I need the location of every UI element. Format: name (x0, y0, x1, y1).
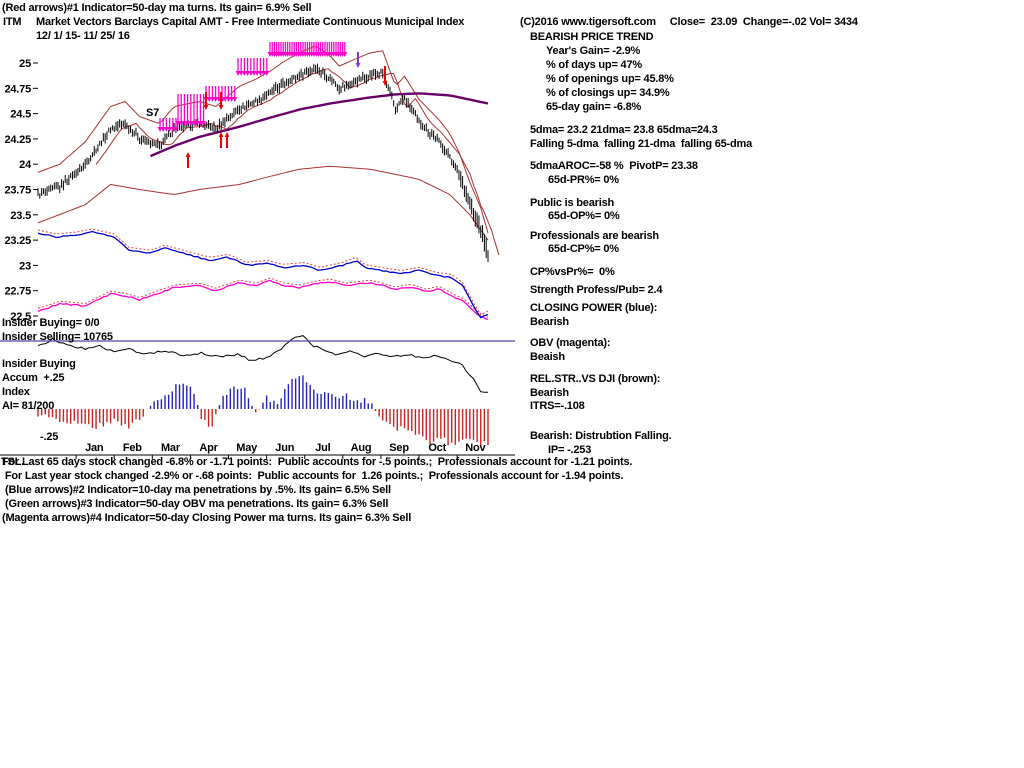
signal-arrows: S7 (146, 42, 388, 168)
analysis-line: BEARISH PRICE TREND (530, 31, 654, 43)
axes: 25 24.75 24.5 24.25 24 23.75 23.5 23.25 23 22.75 2… (0, 58, 515, 459)
quote-summary: Close= 23.09 Change=-.02 Vol= 3434 (669, 16, 858, 28)
svg-text:Jan: Jan (85, 442, 104, 454)
left-label: Insider Buying= 0/0 (2, 317, 100, 329)
svg-text:24: 24 (19, 159, 32, 171)
svg-text:May: May (236, 442, 258, 454)
analysis-line: Beaish (530, 351, 565, 363)
svg-text:24.75: 24.75 (4, 83, 31, 95)
indicator1-legend: (Red arrows)#1 Indicator=50-day ma turns… (2, 2, 312, 14)
svg-text:Aug: Aug (351, 442, 372, 454)
svg-text:24.25: 24.25 (4, 134, 31, 146)
svg-text:Jul: Jul (315, 442, 330, 454)
svg-text:23.5: 23.5 (10, 210, 31, 222)
footer-line: For Last 65 days stock changed -6.8% or … (2, 456, 633, 468)
footer-line: TSL. (1, 456, 25, 468)
svg-text:Jun: Jun (275, 442, 294, 454)
analysis-line: Bearish (530, 316, 569, 328)
svg-text:Feb: Feb (123, 442, 142, 454)
analysis-line: 65d-CP%= 0% (548, 243, 619, 255)
analysis-line: CP%vsPr%= 0% (530, 266, 615, 278)
analysis-line: OBV (magenta): (530, 337, 611, 349)
analysis-line: % of closings up= 34.9% (546, 87, 670, 99)
svg-text:23.75: 23.75 (4, 185, 31, 197)
analysis-line: Falling 5-dma falling 21-dma falling 65-… (530, 138, 753, 150)
left-label: AI= 81/200 (2, 400, 55, 412)
svg-text:22.5: 22.5 (10, 311, 31, 323)
date-range: 12/ 1/ 15- 11/ 25/ 16 (36, 30, 130, 42)
left-label: Insider Selling= 10765 (2, 331, 113, 343)
price-chart-svg: S7 25 24.75 24.5 24.25 24 23.75 23.5 23.25 23 22.7… (0, 42, 515, 459)
left-label: -.25 (40, 431, 59, 443)
analysis-line: 65d-OP%= 0% (548, 210, 620, 222)
svg-text:24.5: 24.5 (10, 109, 31, 121)
analysis-line: % of openings up= 45.8% (546, 73, 674, 85)
analysis-line: Bearish: Distrubtion Falling. (530, 430, 672, 442)
analysis-line: Professionals are bearish (530, 230, 659, 242)
svg-text:Sep: Sep (389, 442, 409, 454)
analysis-line: ITRS=-.108 (530, 400, 585, 412)
svg-text:S7: S7 (146, 107, 159, 119)
footer-line: (Magenta arrows)#4 Indicator=50-day Clos… (2, 512, 412, 524)
svg-text:Oct: Oct (428, 442, 446, 454)
left-label: Index (2, 386, 30, 398)
analysis-line: Strength Profess/Pub= 2.4 (530, 284, 663, 296)
svg-text:Apr: Apr (199, 442, 218, 454)
analysis-line: Year's Gain= -2.9% (546, 45, 641, 57)
footer-line: (Green arrows)#3 Indicator=50-day OBV ma… (5, 498, 389, 510)
accum-histogram (37, 375, 489, 446)
analysis-line: Public is bearish (530, 197, 615, 209)
rel-strength-line (37, 335, 488, 393)
analysis-line: 65d-PR%= 0% (548, 174, 619, 186)
obv-line (37, 277, 489, 321)
left-label: Accum +.25 (2, 372, 65, 384)
svg-text:25: 25 (19, 58, 31, 70)
analysis-line: 65-day gain= -6.8% (546, 101, 642, 113)
svg-text:Nov: Nov (465, 442, 486, 454)
analysis-line: 5dmaAROC=-58 % PivotP= 23.38 (530, 160, 698, 172)
svg-text:23.25: 23.25 (4, 235, 31, 247)
footer-line: For Last year stock changed -2.9% or -.6… (2, 470, 624, 482)
copyright-quote-line: (C)2016 www.tigersoft.com Close= 23.09 Ch… (520, 16, 858, 28)
footer-line: (Blue arrows)#2 Indicator=10-day ma pene… (5, 484, 391, 496)
analysis-line: Bearish (530, 387, 569, 399)
price-bands-and-mas (37, 46, 500, 255)
closing-power-line (37, 228, 489, 319)
security-name: Market Vectors Barclays Capital AMT - Fr… (36, 16, 465, 28)
svg-text:23: 23 (19, 260, 31, 272)
analysis-line: REL.STR..VS DJI (brown): (530, 373, 661, 385)
svg-text:Mar: Mar (161, 442, 181, 454)
copyright-text: (C)2016 www.tigersoft.com (520, 16, 656, 28)
left-label: Insider Buying (2, 358, 76, 370)
analysis-line: 5dma= 23.2 21dma= 23.8 65dma=24.3 (530, 124, 718, 136)
analysis-line: IP= -.253 (548, 444, 592, 456)
svg-text:22.75: 22.75 (4, 286, 31, 298)
ticker-symbol: ITM (3, 16, 22, 28)
analysis-line: CLOSING POWER (blue): (530, 302, 658, 314)
analysis-line: % of days up= 47% (546, 59, 642, 71)
